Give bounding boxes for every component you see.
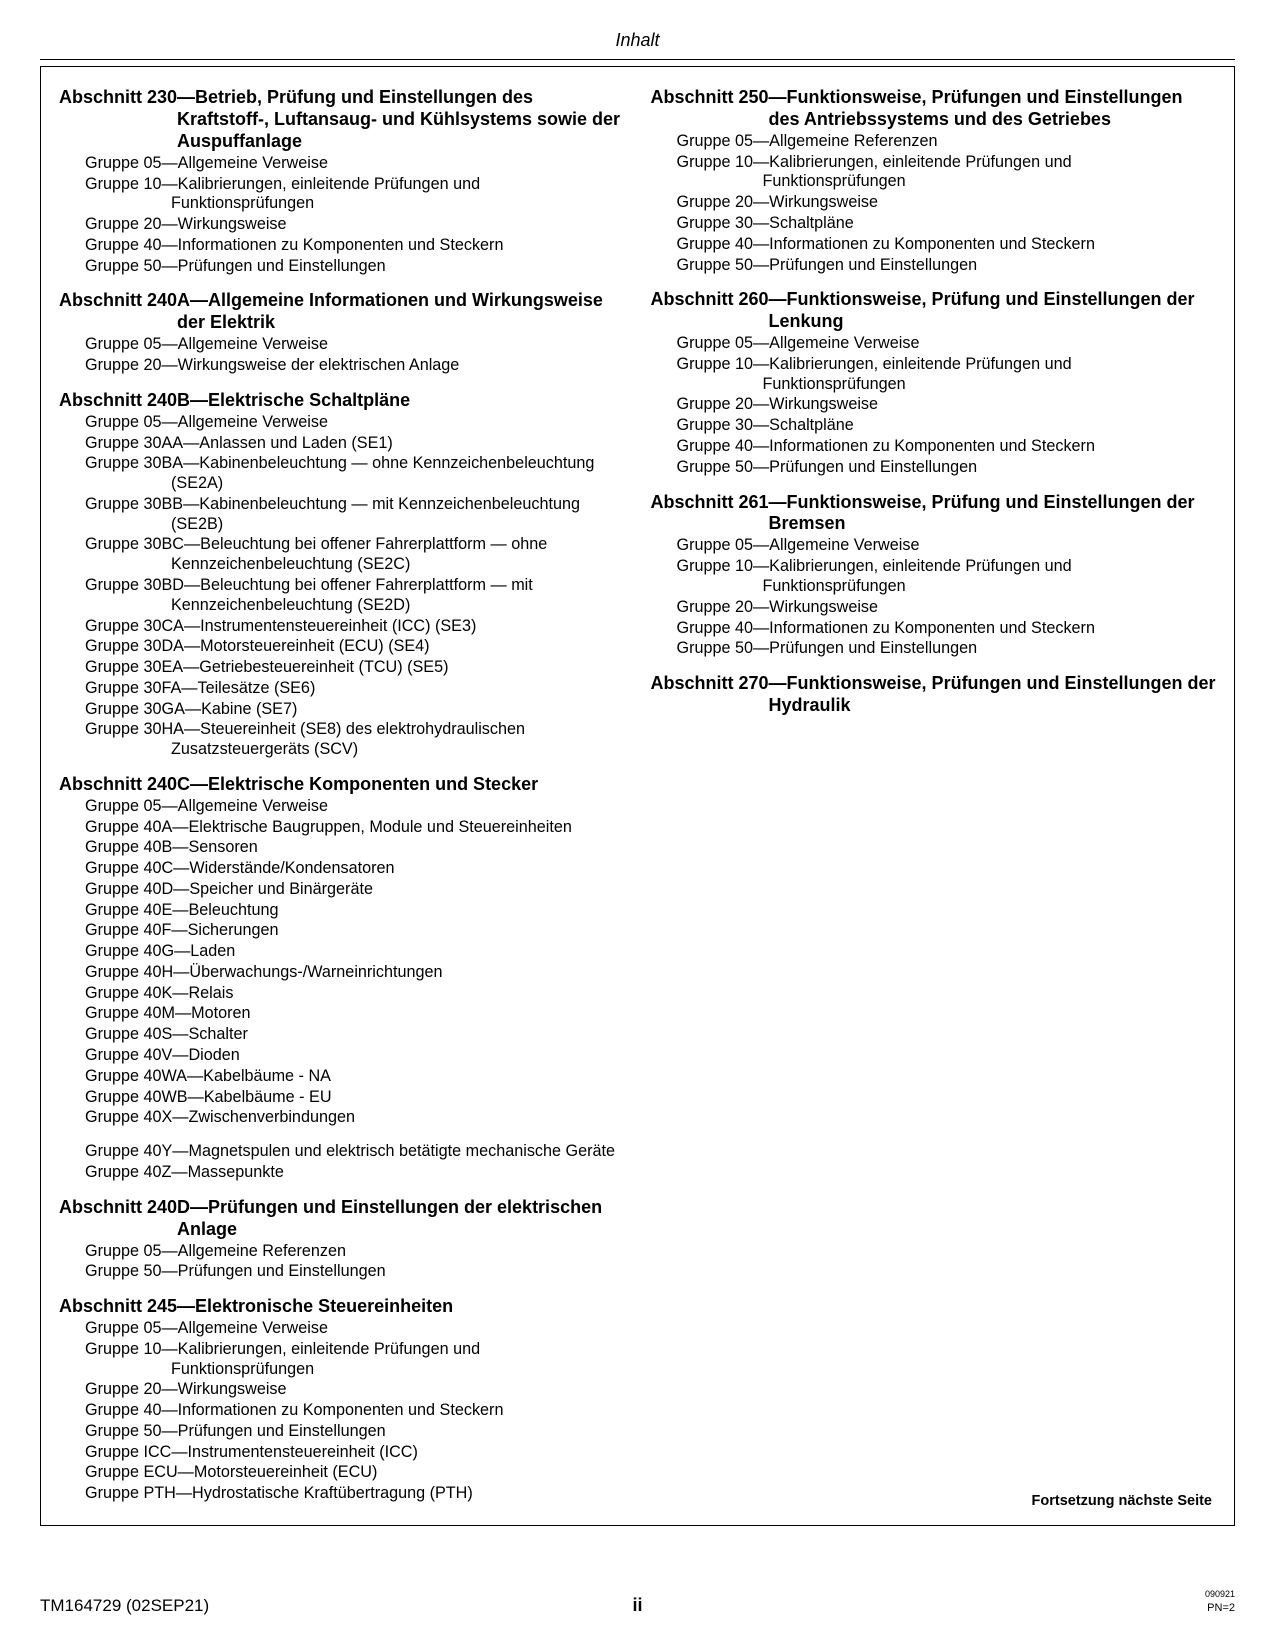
- toc-entry: Gruppe 40—Informationen zu Komponenten u…: [651, 619, 1217, 639]
- section-title: Abschnitt 240B—Elektrische Schaltpläne: [59, 390, 625, 412]
- toc-entry: Gruppe 05—Allgemeine Verweise: [651, 536, 1217, 556]
- toc-entry: Gruppe 30AA—Anlassen und Laden (SE1): [59, 434, 625, 454]
- header-rule: [40, 59, 1235, 60]
- toc-entry: Gruppe 30GA—Kabine (SE7): [59, 700, 625, 720]
- toc-entry: Gruppe 20—Wirkungsweise: [59, 215, 625, 235]
- toc-entry: Gruppe 40H—Überwachungs-/Warneinrichtung…: [59, 963, 625, 983]
- toc-entry: Gruppe 30FA—Teilesätze (SE6): [59, 679, 625, 699]
- toc-entry: Gruppe 50—Prüfungen und Einstellungen: [59, 1422, 625, 1442]
- toc-entry: Gruppe 40—Informationen zu Komponenten u…: [59, 1401, 625, 1421]
- toc-section: Abschnitt 260—Funktionsweise, Prüfung un…: [651, 289, 1217, 477]
- section-title: Abschnitt 270—Funktionsweise, Prüfungen …: [651, 673, 1217, 717]
- section-title: Abschnitt 245—Elektronische Steuereinhei…: [59, 1296, 625, 1318]
- toc-entry: Gruppe 40D—Speicher und Binärgeräte: [59, 880, 625, 900]
- toc-entry: Gruppe 40F—Sicherungen: [59, 921, 625, 941]
- toc-entry: Gruppe 05—Allgemeine Verweise: [59, 797, 625, 817]
- section-title: Abschnitt 230—Betrieb, Prüfung und Einst…: [59, 87, 625, 153]
- toc-entry: Gruppe 30BD—Beleuchtung bei offener Fahr…: [59, 576, 625, 616]
- toc-entry: Gruppe 40—Informationen zu Komponenten u…: [59, 236, 625, 256]
- toc-entry: Gruppe 50—Prüfungen und Einstellungen: [651, 458, 1217, 478]
- toc-entry: Gruppe 30BC—Beleuchtung bei offener Fahr…: [59, 535, 625, 575]
- toc-entry: Gruppe 30—Schaltpläne: [651, 214, 1217, 234]
- footer-left: TM164729 (02SEP21): [40, 1596, 209, 1616]
- section-title: Abschnitt 240C—Elektrische Komponenten u…: [59, 774, 625, 796]
- toc-entry: Gruppe 40WA—Kabelbäume - NA: [59, 1067, 625, 1087]
- toc-entry: Gruppe 40M—Motoren: [59, 1004, 625, 1024]
- section-title: Abschnitt 260—Funktionsweise, Prüfung un…: [651, 289, 1217, 333]
- toc-entry: Gruppe ICC—Instrumentensteuereinheit (IC…: [59, 1443, 625, 1463]
- footer-date-code: 090921: [1205, 1588, 1235, 1601]
- toc-entry: Gruppe 20—Wirkungsweise: [651, 193, 1217, 213]
- footer-page-number: ii: [632, 1595, 642, 1616]
- toc-entry: Gruppe 40B—Sensoren: [59, 838, 625, 858]
- content-frame: Abschnitt 230—Betrieb, Prüfung und Einst…: [40, 66, 1235, 1526]
- footer-pn: PN=2: [1207, 1602, 1235, 1614]
- toc-entry: Gruppe 05—Allgemeine Verweise: [59, 335, 625, 355]
- toc-entry: Gruppe 20—Wirkungsweise: [651, 598, 1217, 618]
- toc-section: Abschnitt 240D—Prüfungen und Einstellung…: [59, 1197, 625, 1282]
- toc-entry: Gruppe 50—Prüfungen und Einstellungen: [651, 639, 1217, 659]
- toc-entry: Gruppe 40C—Widerstände/Kondensatoren: [59, 859, 625, 879]
- toc-section: Abschnitt 240C—Elektrische Komponenten u…: [59, 774, 625, 1128]
- toc-entry: Gruppe 30—Schaltpläne: [651, 416, 1217, 436]
- footer-right: 090921 PN=2: [1205, 1588, 1235, 1616]
- toc-entry: Gruppe 30BB—Kabinenbeleuchtung — mit Ken…: [59, 495, 625, 535]
- toc-entry: Gruppe 30CA—Instrumentensteuereinheit (I…: [59, 617, 625, 637]
- toc-section-continued: Gruppe 40Y—Magnetspulen und elektrisch b…: [59, 1142, 625, 1183]
- toc-entry: Gruppe 40S—Schalter: [59, 1025, 625, 1045]
- toc-entry: Gruppe 10—Kalibrierungen, einleitende Pr…: [651, 355, 1217, 395]
- toc-section: Abschnitt 261—Funktionsweise, Prüfung un…: [651, 492, 1217, 660]
- toc-section: Abschnitt 270—Funktionsweise, Prüfungen …: [651, 673, 1217, 717]
- toc-entry: Gruppe 50—Prüfungen und Einstellungen: [59, 257, 625, 277]
- toc-entry: Gruppe 40X—Zwischenverbindungen: [59, 1108, 625, 1128]
- toc-entry: Gruppe 05—Allgemeine Referenzen: [651, 132, 1217, 152]
- toc-entry: Gruppe 05—Allgemeine Verweise: [651, 334, 1217, 354]
- toc-entry: Gruppe 50—Prüfungen und Einstellungen: [651, 256, 1217, 276]
- page-footer: TM164729 (02SEP21) ii 090921 PN=2: [40, 1588, 1235, 1616]
- toc-entry: Gruppe 10—Kalibrierungen, einleitende Pr…: [59, 1340, 625, 1380]
- toc-section: Abschnitt 240A—Allgemeine Informationen …: [59, 290, 625, 375]
- toc-entry: Gruppe ECU—Motorsteuereinheit (ECU): [59, 1463, 625, 1483]
- toc-entry: Gruppe 05—Allgemeine Verweise: [59, 1319, 625, 1339]
- continued-label: Fortsetzung nächste Seite: [1032, 1493, 1212, 1509]
- toc-entry: Gruppe 05—Allgemeine Verweise: [59, 413, 625, 433]
- section-title: Abschnitt 240D—Prüfungen und Einstellung…: [59, 1197, 625, 1241]
- toc-entry: Gruppe 10—Kalibrierungen, einleitende Pr…: [651, 557, 1217, 597]
- toc-entry: Gruppe 05—Allgemeine Referenzen: [59, 1242, 625, 1262]
- toc-columns: Abschnitt 230—Betrieb, Prüfung und Einst…: [59, 87, 1216, 1507]
- toc-entry: Gruppe 20—Wirkungsweise: [59, 1380, 625, 1400]
- toc-entry: Gruppe 50—Prüfungen und Einstellungen: [59, 1262, 625, 1282]
- toc-entry: Gruppe PTH—Hydrostatische Kraftübertragu…: [59, 1484, 625, 1504]
- toc-entry: Gruppe 40—Informationen zu Komponenten u…: [651, 437, 1217, 457]
- section-title: Abschnitt 261—Funktionsweise, Prüfung un…: [651, 492, 1217, 536]
- toc-entry: Gruppe 40V—Dioden: [59, 1046, 625, 1066]
- section-title: Abschnitt 240A—Allgemeine Informationen …: [59, 290, 625, 334]
- page-header-title: Inhalt: [40, 30, 1235, 59]
- toc-entry: Gruppe 20—Wirkungsweise der elektrischen…: [59, 356, 625, 376]
- toc-entry: Gruppe 40Z—Massepunkte: [59, 1163, 625, 1183]
- toc-entry: Gruppe 05—Allgemeine Verweise: [59, 154, 625, 174]
- section-title: Abschnitt 250—Funktionsweise, Prüfungen …: [651, 87, 1217, 131]
- toc-section: Abschnitt 230—Betrieb, Prüfung und Einst…: [59, 87, 625, 276]
- toc-entry: Gruppe 40K—Relais: [59, 984, 625, 1004]
- toc-entry: Gruppe 30EA—Getriebesteuereinheit (TCU) …: [59, 658, 625, 678]
- toc-entry: Gruppe 40—Informationen zu Komponenten u…: [651, 235, 1217, 255]
- toc-entry: Gruppe 40Y—Magnetspulen und elektrisch b…: [59, 1142, 625, 1162]
- toc-section: Abschnitt 250—Funktionsweise, Prüfungen …: [651, 87, 1217, 275]
- toc-entry: Gruppe 40G—Laden: [59, 942, 625, 962]
- toc-entry: Gruppe 30HA—Steuereinheit (SE8) des elek…: [59, 720, 625, 760]
- toc-entry: Gruppe 40E—Beleuchtung: [59, 901, 625, 921]
- toc-entry: Gruppe 10—Kalibrierungen, einleitende Pr…: [651, 153, 1217, 193]
- toc-entry: Gruppe 30BA—Kabinenbeleuchtung — ohne Ke…: [59, 454, 625, 494]
- toc-entry: Gruppe 10—Kalibrierungen, einleitende Pr…: [59, 175, 625, 215]
- toc-entry: Gruppe 40A—Elektrische Baugruppen, Modul…: [59, 818, 625, 838]
- toc-entry: Gruppe 20—Wirkungsweise: [651, 395, 1217, 415]
- toc-section: Abschnitt 240B—Elektrische SchaltpläneGr…: [59, 390, 625, 760]
- toc-entry: Gruppe 30DA—Motorsteuereinheit (ECU) (SE…: [59, 637, 625, 657]
- toc-section: Abschnitt 245—Elektronische Steuereinhei…: [59, 1296, 625, 1504]
- toc-entry: Gruppe 40WB—Kabelbäume - EU: [59, 1088, 625, 1108]
